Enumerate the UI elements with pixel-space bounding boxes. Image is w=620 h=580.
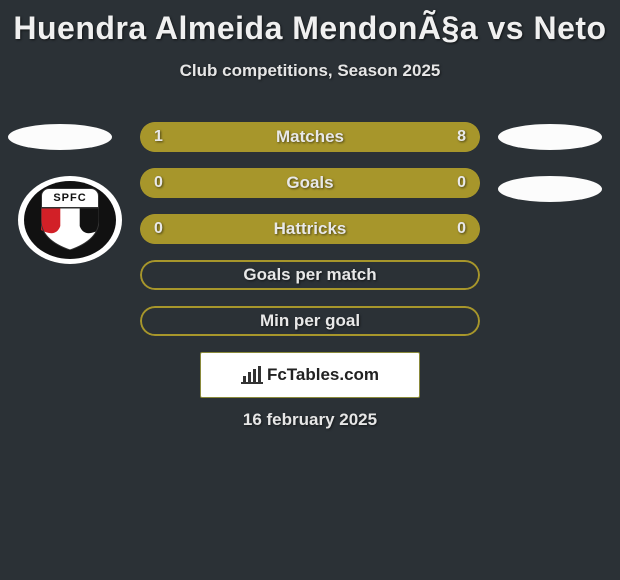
stat-value-left: 0 bbox=[154, 174, 163, 192]
stat-label: Matches bbox=[140, 127, 480, 147]
stat-bar: Min per goal bbox=[140, 306, 480, 336]
stat-bar: Goals0 0 bbox=[140, 168, 480, 198]
stat-value-right: 8 bbox=[457, 128, 466, 146]
stat-bar: Hattricks0 0 bbox=[140, 214, 480, 244]
stats-bars: Matches18Goals00Hattricks00Goals per mat… bbox=[140, 122, 480, 352]
stat-label: Goals per match bbox=[140, 265, 480, 285]
stat-bar: Goals per match bbox=[140, 260, 480, 290]
stat-label: Goals bbox=[140, 173, 480, 193]
stat-value-right: 0 bbox=[457, 174, 466, 192]
shield-stripes-icon bbox=[41, 208, 99, 250]
stat-label: Min per goal bbox=[140, 311, 480, 331]
credit-box: FcTables.com bbox=[200, 352, 420, 398]
comparison-infographic: Huendra Almeida MendonÃ§a vs Neto Club c… bbox=[0, 0, 620, 580]
badge-text: SPFC bbox=[41, 188, 99, 208]
stat-bar: Matches1 8 bbox=[140, 122, 480, 152]
credit-text: FcTables.com bbox=[267, 365, 379, 385]
flag-placeholder-right-2 bbox=[498, 176, 602, 202]
bar-chart-icon bbox=[241, 366, 263, 384]
stat-label: Hattricks bbox=[140, 219, 480, 239]
page-title: Huendra Almeida MendonÃ§a vs Neto bbox=[0, 0, 620, 47]
flag-placeholder-left bbox=[8, 124, 112, 150]
stat-value-right: 0 bbox=[457, 220, 466, 238]
flag-placeholder-right-1 bbox=[498, 124, 602, 150]
stat-value-left: 0 bbox=[154, 220, 163, 238]
club-badge-spfc: SPFC bbox=[18, 176, 122, 264]
subtitle: Club competitions, Season 2025 bbox=[0, 61, 620, 81]
stat-value-left: 1 bbox=[154, 128, 163, 146]
date-text: 16 february 2025 bbox=[0, 410, 620, 430]
